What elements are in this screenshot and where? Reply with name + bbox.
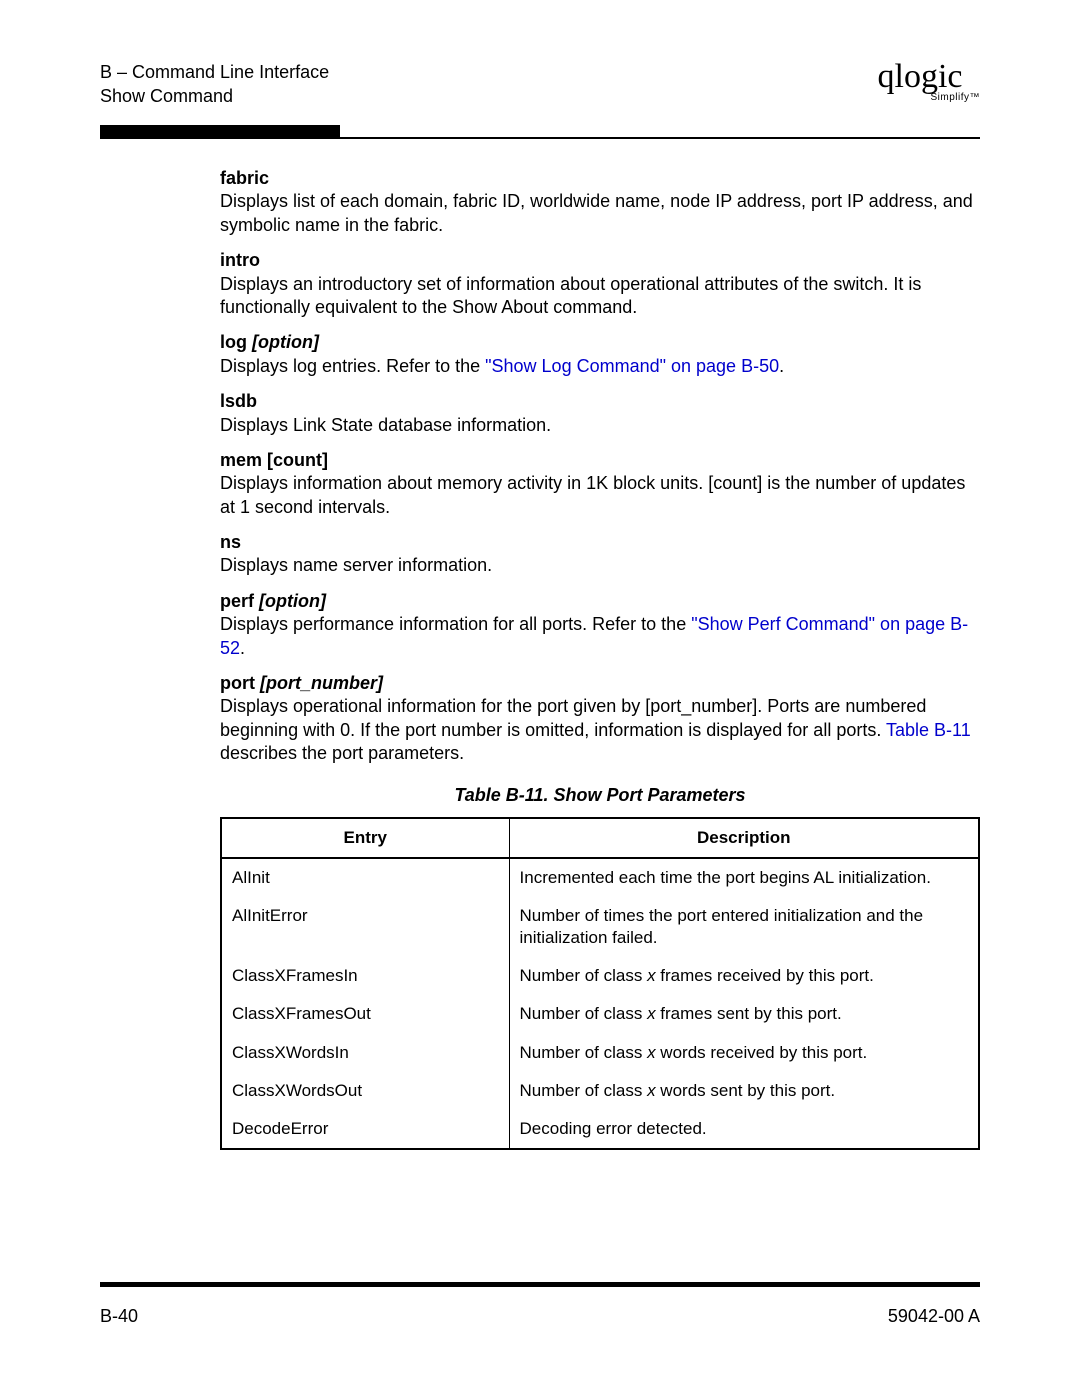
definition-entry: fabricDisplays list of each domain, fabr… xyxy=(220,167,980,237)
table-row: DecodeErrorDecoding error detected. xyxy=(221,1110,979,1149)
entry-title: port [port_number] xyxy=(220,672,980,695)
definition-entry: lsdbDisplays Link State database informa… xyxy=(220,390,980,437)
body-text: Displays information about memory activi… xyxy=(220,473,965,516)
entry-title: lsdb xyxy=(220,390,980,413)
page-footer: B-40 59042-00 A xyxy=(100,1306,980,1327)
col-header-description: Description xyxy=(509,818,979,858)
table-caption: Table B-11. Show Port Parameters xyxy=(220,784,980,807)
subsection-title: Show Command xyxy=(100,84,329,108)
port-parameters-table: Entry Description AlInitIncremented each… xyxy=(220,817,980,1150)
entry-title: log [option] xyxy=(220,331,980,354)
entry-cell: ClassXWordsIn xyxy=(221,1034,509,1072)
body-text: Displays Link State database information… xyxy=(220,415,551,435)
table-row: AlInitIncremented each time the port beg… xyxy=(221,858,979,897)
entry-body: Displays list of each domain, fabric ID,… xyxy=(220,190,980,237)
body-text: . xyxy=(240,638,245,658)
body-text: Displays operational information for the… xyxy=(220,696,926,739)
header-rule-line xyxy=(340,137,980,139)
definition-entry: port [port_number]Displays operational i… xyxy=(220,672,980,766)
table-row: ClassXFramesOutNumber of class x frames … xyxy=(221,995,979,1033)
body-text: describes the port parameters. xyxy=(220,743,464,763)
entry-cell: ClassXWordsOut xyxy=(221,1072,509,1110)
entry-title: intro xyxy=(220,249,980,272)
definition-entry: perf [option]Displays performance inform… xyxy=(220,590,980,660)
description-cell: Number of class x words sent by this por… xyxy=(509,1072,979,1110)
table-row: ClassXFramesInNumber of class x frames r… xyxy=(221,957,979,995)
doc-number: 59042-00 A xyxy=(888,1306,980,1327)
entry-body: Displays name server information. xyxy=(220,554,980,577)
cross-reference-link[interactable]: Table B-11 xyxy=(886,720,971,740)
body-text: Displays performance information for all… xyxy=(220,614,691,634)
definition-entry: introDisplays an introductory set of inf… xyxy=(220,249,980,319)
table-row: ClassXWordsOutNumber of class x words se… xyxy=(221,1072,979,1110)
description-cell: Number of class x words received by this… xyxy=(509,1034,979,1072)
description-cell: Decoding error detected. xyxy=(509,1110,979,1149)
entry-body: Displays an introductory set of informat… xyxy=(220,273,980,320)
description-cell: Number of class x frames received by thi… xyxy=(509,957,979,995)
entry-cell: ClassXFramesIn xyxy=(221,957,509,995)
entry-body: Displays performance information for all… xyxy=(220,613,980,660)
logo-subtext: Simplify™ xyxy=(930,92,980,103)
entry-body: Displays Link State database information… xyxy=(220,414,980,437)
col-header-entry: Entry xyxy=(221,818,509,858)
header-rule xyxy=(100,125,980,139)
table-row: ClassXWordsInNumber of class x words rec… xyxy=(221,1034,979,1072)
entry-body: Displays information about memory activi… xyxy=(220,472,980,519)
entry-cell: DecodeError xyxy=(221,1110,509,1149)
description-cell: Number of times the port entered initial… xyxy=(509,897,979,957)
entry-title: fabric xyxy=(220,167,980,190)
entry-title: ns xyxy=(220,531,980,554)
entry-cell: ClassXFramesOut xyxy=(221,995,509,1033)
entry-cell: AlInit xyxy=(221,858,509,897)
content-area: fabricDisplays list of each domain, fabr… xyxy=(220,167,980,1150)
header-text: B – Command Line Interface Show Command xyxy=(100,60,329,109)
definition-entry: nsDisplays name server information. xyxy=(220,531,980,578)
body-text: Displays an introductory set of informat… xyxy=(220,274,921,317)
entry-body: Displays operational information for the… xyxy=(220,695,980,765)
table-header-row: Entry Description xyxy=(221,818,979,858)
logo-text: qlogic xyxy=(878,60,963,94)
description-cell: Incremented each time the port begins AL… xyxy=(509,858,979,897)
definition-entry: mem [count]Displays information about me… xyxy=(220,449,980,519)
table-row: AlInitErrorNumber of times the port ente… xyxy=(221,897,979,957)
entry-title: perf [option] xyxy=(220,590,980,613)
definition-entry: log [option]Displays log entries. Refer … xyxy=(220,331,980,378)
document-page: B – Command Line Interface Show Command … xyxy=(0,0,1080,1397)
page-number: B-40 xyxy=(100,1306,138,1327)
entry-body: Displays log entries. Refer to the "Show… xyxy=(220,355,980,378)
footer-rule xyxy=(100,1282,980,1287)
body-text: Displays name server information. xyxy=(220,555,492,575)
body-text: Displays list of each domain, fabric ID,… xyxy=(220,191,973,234)
entry-title: mem [count] xyxy=(220,449,980,472)
description-cell: Number of class x frames sent by this po… xyxy=(509,995,979,1033)
body-text: Displays log entries. Refer to the xyxy=(220,356,485,376)
entry-cell: AlInitError xyxy=(221,897,509,957)
cross-reference-link[interactable]: "Show Log Command" on page B-50 xyxy=(485,356,779,376)
brand-logo: qlogic Simplify™ xyxy=(860,60,980,115)
page-header: B – Command Line Interface Show Command … xyxy=(100,60,980,115)
body-text: . xyxy=(779,356,784,376)
section-title: B – Command Line Interface xyxy=(100,60,329,84)
header-rule-block xyxy=(100,125,340,139)
